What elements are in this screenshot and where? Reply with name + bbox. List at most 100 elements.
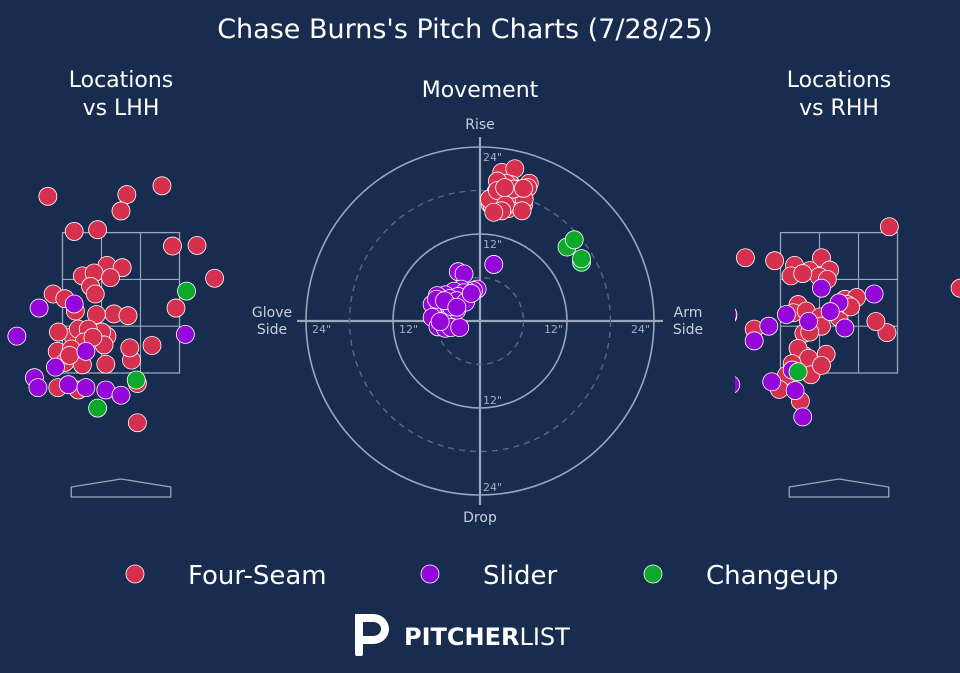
lhh-point-four-seam	[88, 220, 107, 240]
lhh-point-four-seam	[166, 298, 186, 318]
movement-ring-dashed	[348, 189, 612, 453]
lhh-point-four-seam	[152, 176, 172, 196]
lhh-point-slider	[175, 324, 195, 344]
movement-ring-label-right: 12"	[544, 323, 563, 336]
pitcherlist-mark-icon	[355, 614, 389, 656]
rhh-point-slider	[799, 312, 818, 331]
movement-label-drop: Drop	[463, 510, 497, 526]
locations-rhh-title-line1: Locations	[787, 68, 892, 93]
movement-ring-label-left: 24"	[312, 323, 331, 336]
lhh-point-four-seam	[49, 322, 68, 342]
movement-point-slider	[430, 312, 450, 332]
legend-label-changeup: Changeup	[706, 561, 839, 591]
pitcherlist-logo: PITCHERLIST	[355, 614, 570, 656]
movement-point-changeup	[564, 230, 584, 250]
legend-marker-changeup	[643, 564, 663, 584]
lhh-point-four-seam	[205, 268, 225, 288]
rhh-point-slider	[735, 308, 738, 321]
lhh-point-changeup	[126, 370, 146, 390]
movement-point-slider	[450, 318, 470, 337]
movement-point-four-seam	[484, 202, 504, 222]
lhh-point-slider	[76, 378, 96, 398]
rhh-point-slider	[759, 316, 779, 336]
svg-text:PITCHERLIST: PITCHERLIST	[404, 623, 570, 651]
movement-title: Movement	[422, 78, 539, 103]
lhh-point-changeup	[177, 281, 196, 301]
lhh-point-four-seam	[111, 201, 131, 221]
rhh-point-changeup	[788, 362, 808, 382]
rhh-strike-zone	[779, 231, 899, 374]
rhh-home-plate	[788, 478, 890, 498]
rhh-point-slider	[762, 372, 782, 392]
movement-point-slider	[447, 297, 467, 317]
lhh-home-plate	[70, 478, 172, 498]
movement-point-four-seam	[495, 178, 515, 198]
movement-label-arm-line1: Arm	[674, 305, 703, 321]
lhh-point-slider	[7, 326, 27, 346]
rhh-point-four-seam	[793, 264, 813, 283]
rhh-point-slider	[864, 284, 884, 304]
movement-point-slider	[484, 255, 504, 274]
movement-ring-label-left: 12"	[399, 323, 418, 336]
pitcherlist-logo-bold: PITCHER	[404, 623, 519, 651]
locations-rhh-panel: Locations vs RHH	[735, 68, 960, 498]
movement-label-arm-line2: Side	[673, 322, 703, 338]
locations-lhh-title-line1: Locations	[69, 68, 174, 93]
legend-label-slider: Slider	[483, 561, 557, 591]
movement-point-four-seam	[514, 178, 533, 198]
rhh-point-slider	[793, 407, 813, 427]
movement-ring	[392, 233, 568, 409]
lhh-point-slider	[76, 341, 96, 361]
lhh-point-four-seam	[38, 186, 58, 206]
rhh-point-slider	[776, 305, 796, 324]
lhh-point-four-seam	[127, 413, 147, 433]
lhh-point-four-seam	[96, 354, 116, 374]
movement-ring-label-bottom: 12"	[483, 394, 502, 407]
movement-point-changeup	[572, 249, 591, 269]
lhh-point-four-seam	[60, 346, 79, 365]
rhh-point-four-seam	[950, 278, 960, 298]
legend-marker-slider	[420, 564, 440, 584]
legend-label-four-seam: Four-Seam	[188, 561, 327, 591]
movement-label-glove-line2: Side	[257, 322, 287, 338]
lhh-point-slider	[111, 385, 131, 405]
locations-lhh-title-line2: vs LHH	[83, 96, 160, 121]
movement-point-slider	[461, 284, 481, 303]
legend: Four-Seam Slider Changeup	[125, 561, 839, 591]
lhh-point-four-seam	[163, 236, 182, 256]
rhh-point-slider	[785, 381, 805, 400]
lhh-point-four-seam	[87, 305, 106, 324]
rhh-point-four-seam	[765, 251, 785, 271]
rhh-point-slider	[735, 376, 741, 394]
lhh-point-slider	[64, 294, 84, 314]
rhh-point-slider	[820, 302, 840, 321]
lhh-point-four-seam	[64, 222, 84, 241]
rhh-point-four-seam	[879, 217, 899, 237]
lhh-point-four-seam	[101, 268, 120, 288]
movement-ring-label-bottom: 24"	[483, 481, 502, 494]
movement-ring	[305, 146, 655, 496]
lhh-point-four-seam	[120, 338, 140, 358]
movement-label-rise: Rise	[465, 117, 495, 133]
lhh-point-four-seam	[85, 284, 105, 304]
rhh-point-slider	[812, 278, 831, 298]
rhh-point-four-seam	[866, 312, 886, 331]
rhh-point-slider	[835, 318, 855, 338]
lhh-point-four-seam	[117, 185, 137, 204]
lhh-point-changeup	[88, 398, 107, 418]
movement-label-glove-line1: Glove	[252, 305, 292, 321]
locations-rhh-title-line2: vs RHH	[799, 96, 879, 121]
rhh-point-four-seam	[736, 248, 755, 268]
movement-ring-label-top: 24"	[483, 151, 502, 164]
movement-panel: Movement 12" 12" 12" 12" 24" 24" 24" 24" Rise D…	[252, 78, 703, 526]
lhh-point-slider	[58, 375, 78, 395]
pitcherlist-logo-light: LIST	[519, 623, 570, 651]
lhh-point-four-seam	[142, 336, 162, 355]
rhh-point-four-seam	[812, 355, 831, 375]
lhh-point-four-seam	[187, 236, 207, 255]
lhh-point-slider	[46, 357, 65, 377]
figure-title: Chase Burns's Pitch Charts (7/28/25)	[217, 14, 713, 45]
movement-point-four-seam	[512, 201, 532, 221]
rhh-point-slider	[744, 331, 764, 351]
